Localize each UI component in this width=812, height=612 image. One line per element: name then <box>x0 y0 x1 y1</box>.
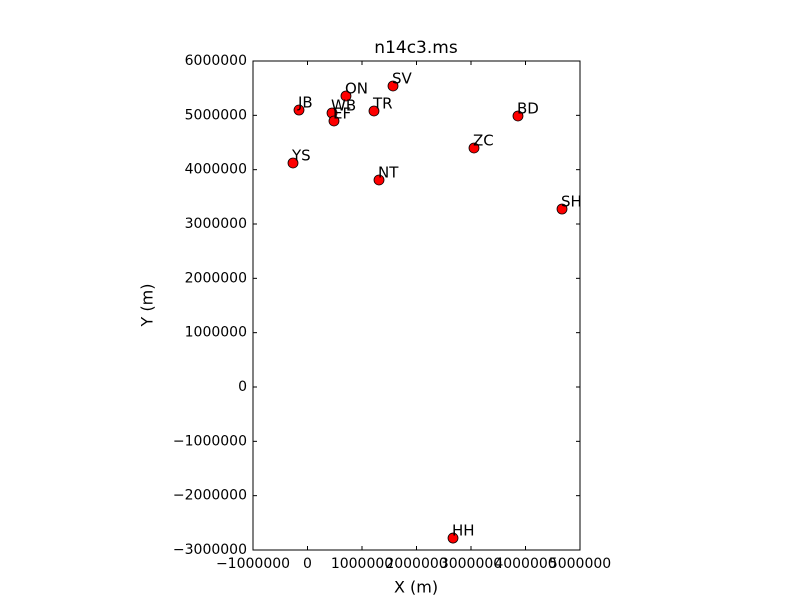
point <box>340 90 352 102</box>
point-label: EF <box>333 104 351 122</box>
x-tick-label: 4000000 <box>494 556 556 572</box>
x-tick-label: 1000000 <box>331 556 393 572</box>
point-label: JB <box>297 94 313 112</box>
point <box>556 203 568 215</box>
point-label: SV <box>392 69 413 87</box>
point <box>328 115 340 127</box>
y-axis-label: Y (m) <box>138 284 157 328</box>
plot-frame <box>252 60 581 551</box>
point-label: NT <box>378 163 399 181</box>
point-label: TR <box>372 94 393 112</box>
y-tick-label: 2000000 <box>185 270 247 286</box>
y-tick-label: 5000000 <box>185 107 247 123</box>
point-label: HH <box>452 522 475 540</box>
y-tick-label: 3000000 <box>185 216 247 232</box>
point-label: WB <box>331 96 356 114</box>
point <box>287 157 299 169</box>
point-label: BD <box>517 99 539 117</box>
point <box>468 142 480 154</box>
y-tick-label: 1000000 <box>185 325 247 341</box>
point-label: ON <box>345 79 368 97</box>
point <box>368 105 380 117</box>
point <box>387 80 399 92</box>
x-tick-label: 5000000 <box>549 556 611 572</box>
x-tick-label: −1000000 <box>216 556 290 572</box>
x-axis-label: X (m) <box>394 578 438 597</box>
y-tick-label: 4000000 <box>185 162 247 178</box>
y-tick-label: 6000000 <box>185 53 247 69</box>
x-tick-label: 3000000 <box>440 556 502 572</box>
point <box>373 174 385 186</box>
y-tick-label: −3000000 <box>173 542 247 558</box>
y-tick-label: 0 <box>238 379 247 395</box>
point-label: ZC <box>473 131 494 149</box>
point <box>293 104 305 116</box>
point <box>447 532 459 544</box>
y-tick-label: −1000000 <box>173 433 247 449</box>
point-label: YS <box>291 146 311 164</box>
point-label: SH <box>561 193 582 211</box>
x-tick-label: 0 <box>303 556 312 572</box>
y-tick-label: −2000000 <box>173 488 247 504</box>
point <box>512 110 524 122</box>
chart-title: n14c3.ms <box>374 38 458 58</box>
x-tick-label: 2000000 <box>385 556 447 572</box>
